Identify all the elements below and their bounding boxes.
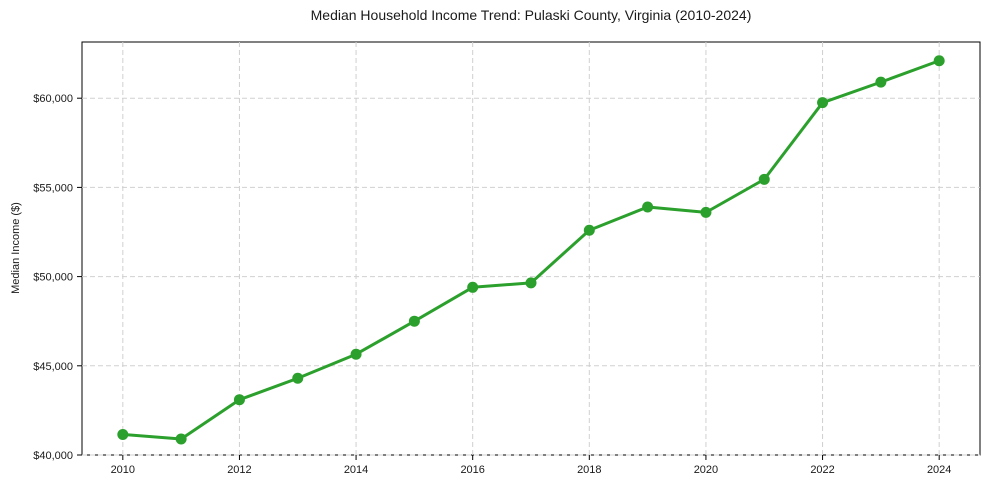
x-tick-label: 2014	[344, 464, 368, 476]
chart-title: Median Household Income Trend: Pulaski C…	[310, 7, 752, 23]
data-point-2014	[350, 348, 362, 360]
y-tick-label: $55,000	[33, 182, 73, 194]
data-point-2016	[467, 281, 479, 293]
x-tick-label: 2012	[227, 464, 251, 476]
y-tick-label: $40,000	[33, 450, 73, 462]
data-point-2013	[292, 372, 304, 384]
x-tick-label: 2016	[460, 464, 484, 476]
x-tick-label: 2022	[810, 464, 834, 476]
data-point-2010	[117, 428, 129, 440]
data-point-2021	[758, 173, 770, 185]
data-point-2011	[175, 433, 187, 445]
data-point-2017	[525, 277, 537, 289]
y-tick-label: $60,000	[33, 93, 73, 105]
y-tick-label: $50,000	[33, 272, 73, 284]
plot-border	[81, 41, 981, 456]
data-point-2023	[875, 76, 887, 88]
x-tick-label: 2024	[927, 464, 951, 476]
x-tick-label: 2010	[111, 464, 135, 476]
data-point-2020	[700, 206, 712, 218]
data-point-2022	[817, 97, 829, 109]
data-point-2019	[642, 201, 654, 213]
y-tick-label: $45,000	[33, 361, 73, 373]
x-tick-label: 2018	[577, 464, 601, 476]
data-point-2018	[583, 224, 595, 236]
data-point-2024	[933, 55, 945, 67]
data-point-2012	[233, 394, 245, 406]
data-point-2015	[408, 315, 420, 327]
x-tick-label: 2020	[694, 464, 718, 476]
